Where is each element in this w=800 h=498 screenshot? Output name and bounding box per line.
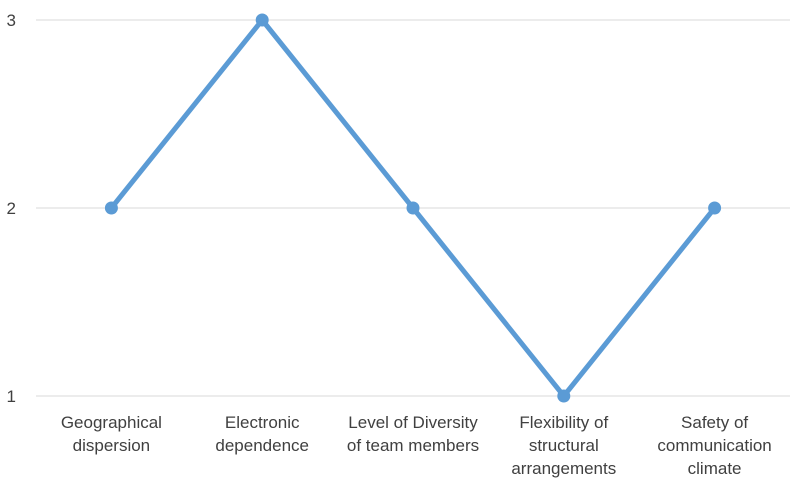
x-category-label-line: arrangements: [511, 459, 616, 478]
x-category-label-line: dependence: [215, 436, 309, 455]
x-axis-category-labels: Geographical dispersion Electronic dependen…: [61, 413, 772, 478]
x-category-label: Flexibility of structural arrangements: [511, 413, 616, 478]
x-category-label-line: Level of Diversity: [348, 413, 478, 432]
y-tick-label: 2: [7, 199, 16, 218]
x-category-label-line: Geographical: [61, 413, 162, 432]
x-category-label-line: Electronic: [225, 413, 300, 432]
data-point: [557, 389, 571, 403]
x-category-label: Electronic dependence: [215, 413, 309, 455]
series-group: [104, 13, 722, 403]
x-category-label: Level of Diversity of team members: [347, 413, 479, 455]
x-category-label: Safety of communication climate: [657, 413, 771, 478]
x-category-label-line: structural: [529, 436, 599, 455]
x-category-label-line: Flexibility of: [519, 413, 608, 432]
x-category-label-line: communication: [657, 436, 771, 455]
data-point: [406, 201, 420, 215]
x-category-label-line: of team members: [347, 436, 479, 455]
x-category-label-line: dispersion: [73, 436, 151, 455]
y-tick-label: 1: [7, 387, 16, 406]
y-axis-tick-labels: 1 2 3: [7, 11, 16, 406]
x-category-label-line: climate: [688, 459, 742, 478]
x-category-label: Geographical dispersion: [61, 413, 162, 455]
y-tick-label: 3: [7, 11, 16, 30]
data-point: [708, 201, 722, 215]
x-category-label-line: Safety of: [681, 413, 748, 432]
data-point: [255, 13, 269, 27]
data-point: [104, 201, 118, 215]
